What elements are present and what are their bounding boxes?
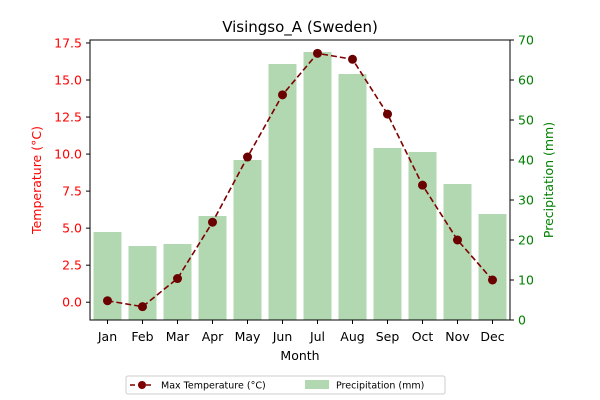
y-left-tick-label: 2.5 — [62, 258, 82, 273]
y-right-tick-label: 70 — [518, 33, 534, 48]
y-right-tick-label: 0 — [518, 313, 526, 328]
y-left-tick-label: 10.0 — [54, 147, 82, 162]
point-oct — [418, 180, 427, 190]
point-jun — [278, 90, 287, 100]
legend-line-marker — [138, 381, 146, 389]
bar-dec — [478, 214, 507, 320]
y-left-tick-label: 17.5 — [54, 35, 82, 50]
bar-may — [233, 160, 262, 320]
legend-entry-temperature: Max Temperature (°C) — [161, 381, 266, 392]
bar-aug — [338, 74, 367, 320]
x-tick-label: Mar — [166, 329, 190, 344]
y-right-tick-label: 30 — [518, 193, 534, 208]
x-tick-label: Sep — [376, 329, 400, 344]
bar-jan — [93, 232, 122, 320]
y-left-tick-label: 12.5 — [54, 110, 82, 125]
point-mar — [173, 274, 182, 284]
legend-entry-precipitation: Precipitation (mm) — [336, 381, 424, 392]
bar-oct — [408, 152, 437, 320]
y-left-tick-label: 7.5 — [62, 184, 82, 199]
y-right-tick-label: 40 — [518, 153, 534, 168]
point-sep — [383, 109, 392, 119]
point-aug — [348, 54, 357, 64]
point-feb — [138, 302, 147, 312]
x-tick-label: Jul — [309, 329, 325, 344]
bar-jul — [303, 52, 332, 320]
x-tick-label: May — [235, 329, 261, 344]
x-tick-label: Feb — [131, 329, 153, 344]
point-jan — [103, 296, 112, 306]
temperature-line — [107, 52, 494, 308]
chart-title: Visingso_A (Sweden) — [222, 18, 378, 37]
y-axis-left-ticks: 0.0 2.5 5.0 7.5 10.0 12.5 15.0 17.5 — [54, 35, 90, 310]
legend-bar-swatch — [305, 380, 329, 389]
plot-frame — [89, 39, 511, 321]
y-axis-right-ticks: 0 10 20 30 40 50 60 70 — [510, 33, 534, 328]
point-may — [243, 152, 252, 162]
x-tick-label: Nov — [445, 329, 470, 344]
x-tick-label: Oct — [412, 329, 434, 344]
x-tick-label: Jun — [272, 329, 293, 344]
point-jul — [313, 48, 322, 58]
line-group — [103, 48, 497, 312]
point-nov — [453, 235, 462, 245]
bars-group — [93, 52, 507, 320]
x-tick-label: Jan — [97, 329, 117, 344]
bar-jun — [268, 64, 297, 320]
point-apr — [208, 217, 217, 227]
y-right-tick-label: 60 — [518, 73, 534, 88]
y-axis-left-label: Temperature (°C) — [29, 126, 44, 235]
bar-sep — [373, 148, 402, 320]
y-right-tick-label: 20 — [518, 233, 534, 248]
x-tick-label: Aug — [340, 329, 364, 344]
y-left-tick-label: 15.0 — [54, 73, 82, 88]
legend: Max Temperature (°C) Precipitation (mm) — [125, 375, 446, 395]
y-right-tick-label: 10 — [518, 273, 534, 288]
x-axis-ticks: Jan Feb Mar Apr May Jun Jul Aug Sep Oct Nov Dec — [97, 320, 505, 344]
bar-apr — [198, 216, 227, 320]
y-left-tick-label: 5.0 — [62, 221, 82, 236]
legend-frame — [125, 375, 446, 395]
x-tick-label: Dec — [480, 329, 504, 344]
bar-nov — [443, 184, 472, 320]
y-right-tick-label: 50 — [518, 113, 534, 128]
x-axis-label: Month — [280, 348, 319, 363]
x-tick-label: Apr — [202, 329, 224, 344]
point-dec — [488, 275, 497, 285]
y-left-tick-label: 0.0 — [62, 295, 82, 310]
y-axis-right-label: Precipitation (mm) — [541, 122, 556, 238]
